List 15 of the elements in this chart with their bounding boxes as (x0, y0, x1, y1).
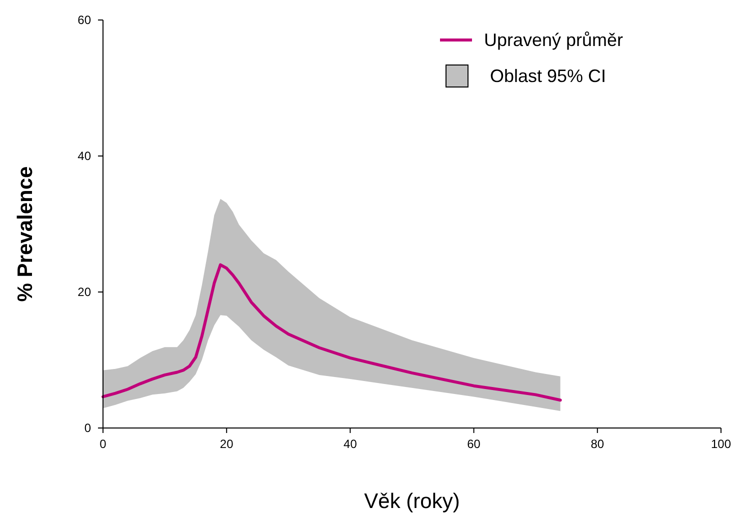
y-tick-label: 0 (84, 421, 92, 435)
x-tick-label: 40 (344, 437, 358, 451)
line-series (102, 263, 562, 402)
x-tick-label: 20 (220, 437, 234, 451)
x-axis-title: Věk (roky) (364, 490, 460, 513)
x-tick-label: 100 (710, 437, 732, 451)
annotation: Oblast 95% CI (490, 66, 606, 86)
y-tick-label: 20 (78, 285, 92, 299)
y-axis-title: % Prevalence (14, 166, 37, 302)
y-tick-label: 40 (78, 149, 92, 163)
x-tick-label: 60 (467, 437, 481, 451)
x-tick-label: 0 (100, 437, 107, 451)
y-tick-label: 60 (78, 13, 92, 27)
x-tick-label: 80 (590, 437, 604, 451)
legend-label: Upravený průměr (484, 30, 624, 50)
